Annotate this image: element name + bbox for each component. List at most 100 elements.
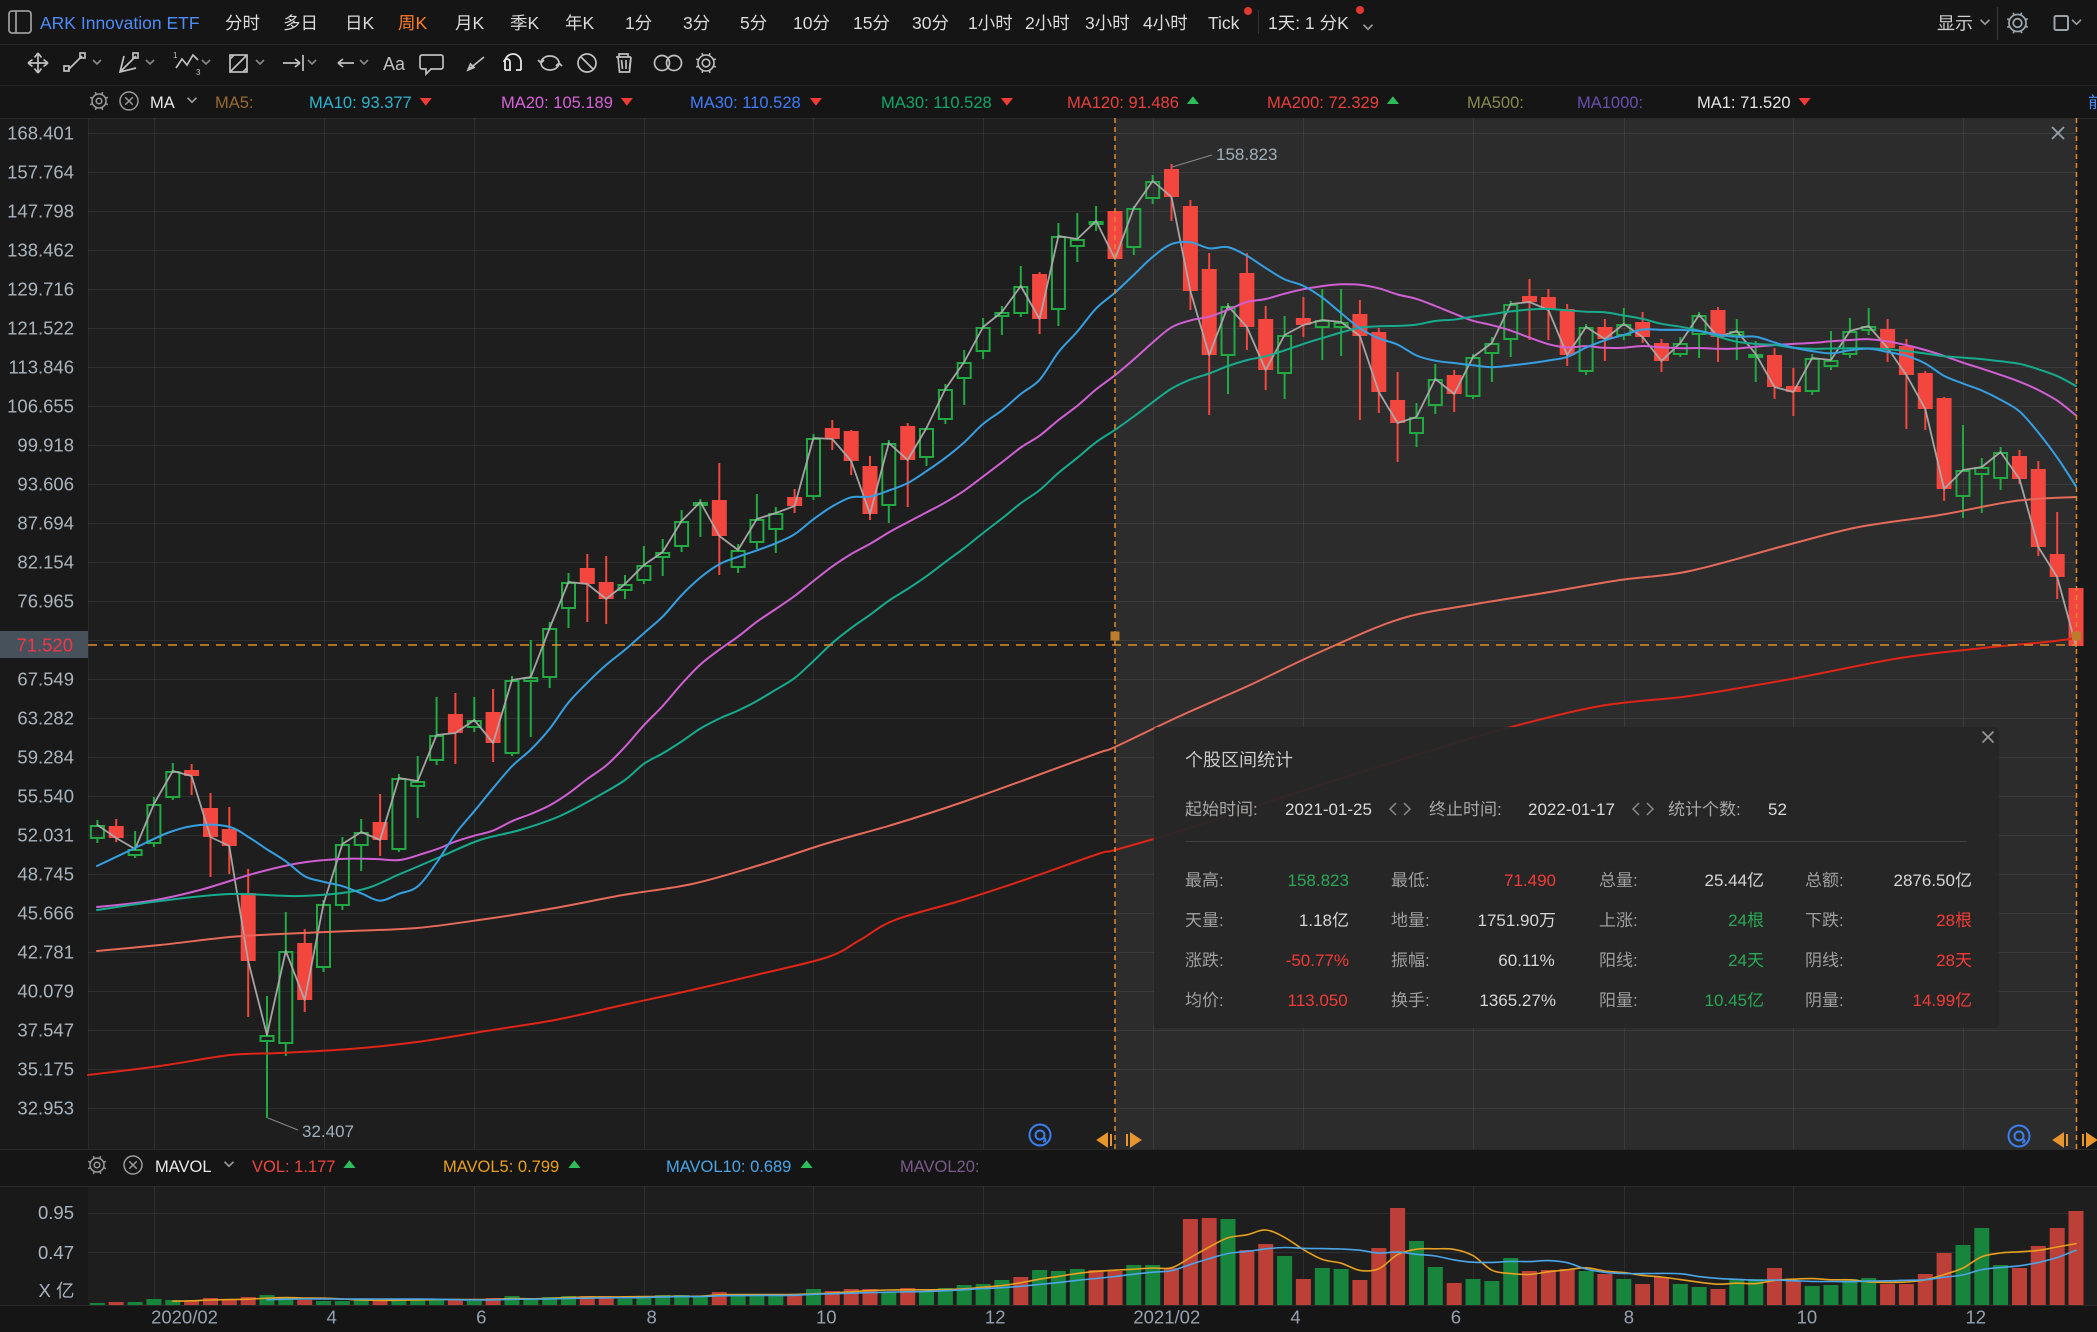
- svg-text:X: X: [39, 1280, 51, 1301]
- svg-text:76.965: 76.965: [17, 591, 74, 612]
- svg-text:10: 10: [1797, 1307, 1818, 1328]
- svg-text:24: 24: [1728, 911, 1747, 930]
- svg-text:60.11%: 60.11%: [1498, 951, 1554, 970]
- svg-text:1: 1: [625, 13, 635, 33]
- svg-text::: :: [1425, 911, 1430, 930]
- svg-text:15: 15: [853, 13, 872, 33]
- svg-text:32.407: 32.407: [302, 1122, 354, 1141]
- svg-text:1: 1: [968, 13, 978, 33]
- svg-text:6: 6: [476, 1307, 486, 1328]
- svg-text::: :: [1497, 800, 1502, 819]
- svg-text:MA20: 105.189: MA20: 105.189: [501, 94, 613, 112]
- svg-text:24: 24: [1728, 951, 1747, 970]
- svg-text:MAVOL10: 0.689: MAVOL10: 0.689: [666, 1158, 791, 1176]
- svg-text:14.99: 14.99: [1913, 991, 1956, 1010]
- svg-text:MA1: 71.520: MA1: 71.520: [1697, 94, 1791, 112]
- svg-text::: :: [1219, 911, 1224, 930]
- svg-text:K: K: [363, 13, 375, 33]
- svg-text:45.666: 45.666: [17, 903, 74, 924]
- svg-text:147.798: 147.798: [7, 201, 74, 222]
- svg-text:63.282: 63.282: [17, 708, 74, 729]
- svg-text::: :: [1633, 871, 1638, 890]
- svg-text::: :: [1219, 951, 1224, 970]
- svg-text::: :: [1839, 951, 1844, 970]
- svg-text:82.154: 82.154: [17, 552, 74, 573]
- svg-text:59.284: 59.284: [17, 747, 74, 768]
- svg-text:3: 3: [1085, 13, 1095, 33]
- svg-text:0.95: 0.95: [38, 1202, 74, 1223]
- svg-text::: :: [1736, 800, 1741, 819]
- svg-text:4: 4: [1290, 1307, 1300, 1328]
- svg-text:28: 28: [1936, 951, 1955, 970]
- svg-text:2876.50: 2876.50: [1894, 871, 1955, 890]
- svg-text::: :: [1839, 871, 1844, 890]
- svg-text:MA10: 93.377: MA10: 93.377: [309, 94, 412, 112]
- svg-text:-50.77%: -50.77%: [1286, 951, 1349, 970]
- svg-text:4: 4: [327, 1307, 337, 1328]
- svg-text:Tick: Tick: [1208, 13, 1240, 33]
- svg-text:K: K: [416, 13, 428, 33]
- svg-text:40.079: 40.079: [17, 981, 74, 1002]
- svg-text:Aa: Aa: [383, 54, 406, 74]
- svg-text:MA200: 72.329: MA200: 72.329: [1267, 94, 1379, 112]
- svg-text:10.45: 10.45: [1705, 991, 1748, 1010]
- svg-text::: :: [1633, 911, 1638, 930]
- svg-text::: :: [1219, 871, 1224, 890]
- svg-text:71.520: 71.520: [16, 635, 73, 656]
- svg-text:MA: MA: [150, 94, 175, 112]
- svg-text::: :: [1633, 991, 1638, 1010]
- svg-text:121.522: 121.522: [7, 318, 74, 339]
- svg-text:32.953: 32.953: [17, 1098, 74, 1119]
- svg-text:2020/02: 2020/02: [151, 1307, 218, 1328]
- svg-text:157.764: 157.764: [7, 162, 74, 183]
- svg-text:42.781: 42.781: [17, 942, 74, 963]
- svg-text::: :: [1839, 991, 1844, 1010]
- svg-text:5: 5: [740, 13, 750, 33]
- svg-text:71.490: 71.490: [1504, 871, 1556, 890]
- svg-text:MA30: 110.528: MA30: 110.528: [690, 94, 801, 112]
- svg-text:168.401: 168.401: [7, 123, 74, 144]
- svg-text:K: K: [473, 13, 485, 33]
- svg-text:3: 3: [683, 13, 693, 33]
- svg-text::: :: [1219, 991, 1224, 1010]
- svg-text::: :: [1633, 951, 1638, 970]
- svg-text::: :: [1253, 800, 1258, 819]
- svg-text:K: K: [583, 13, 595, 33]
- svg-text:158.823: 158.823: [1216, 145, 1277, 164]
- svg-text:8: 8: [646, 1307, 656, 1328]
- svg-text:12: 12: [1966, 1307, 1987, 1328]
- svg-text:MA120: 91.486: MA120: 91.486: [1067, 94, 1179, 112]
- svg-text::: :: [1425, 871, 1430, 890]
- svg-text:48.745: 48.745: [17, 864, 74, 885]
- svg-text:99.918: 99.918: [17, 435, 74, 456]
- svg-text:1751.90: 1751.90: [1478, 911, 1539, 930]
- svg-text:2022-01-17: 2022-01-17: [1528, 800, 1615, 819]
- svg-text:MAVOL5: 0.799: MAVOL5: 0.799: [443, 1158, 559, 1176]
- svg-text:55.540: 55.540: [17, 786, 74, 807]
- svg-text:MA1000:: MA1000:: [1577, 94, 1643, 112]
- svg-text:K: K: [1337, 13, 1349, 33]
- svg-text::: :: [1425, 991, 1430, 1010]
- svg-text:: 1: : 1: [1295, 13, 1314, 33]
- svg-text:25.44: 25.44: [1705, 871, 1748, 890]
- svg-text:6: 6: [1451, 1307, 1461, 1328]
- svg-text:10: 10: [816, 1307, 837, 1328]
- svg-text:MA500:: MA500:: [1467, 94, 1524, 112]
- svg-text:10: 10: [793, 13, 813, 33]
- svg-text:1: 1: [1268, 13, 1278, 33]
- svg-text:1365.27%: 1365.27%: [1479, 991, 1556, 1010]
- svg-text:93.606: 93.606: [17, 474, 74, 495]
- svg-text:12: 12: [985, 1307, 1006, 1328]
- svg-text:ARK Innovation ETF: ARK Innovation ETF: [40, 13, 200, 33]
- svg-text:129.716: 129.716: [7, 279, 74, 300]
- svg-text:35.175: 35.175: [17, 1059, 74, 1080]
- svg-text:87.694: 87.694: [17, 513, 74, 534]
- svg-text:4: 4: [1143, 13, 1153, 33]
- svg-text:52: 52: [1768, 800, 1787, 819]
- svg-text:8: 8: [1624, 1307, 1634, 1328]
- svg-text:1.18: 1.18: [1299, 911, 1332, 930]
- svg-text:67.549: 67.549: [17, 669, 74, 690]
- svg-text:106.655: 106.655: [7, 396, 74, 417]
- svg-text:113.846: 113.846: [9, 357, 75, 378]
- svg-text:138.462: 138.462: [7, 240, 74, 261]
